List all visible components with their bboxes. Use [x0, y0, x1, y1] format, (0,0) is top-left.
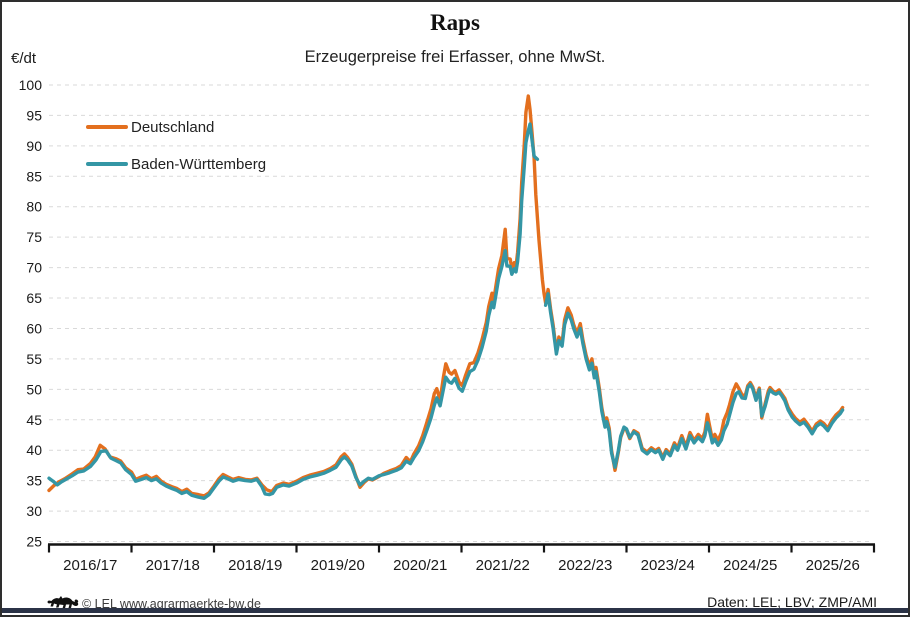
- x-tick-label: 2021/22: [476, 557, 530, 574]
- y-tick-label: 60: [26, 320, 42, 336]
- baden-wuerttemberg-line-swatch: [86, 162, 128, 166]
- y-tick-label: 70: [26, 260, 42, 276]
- x-tick-label: 2025/26: [806, 557, 860, 574]
- y-tick-label: 30: [26, 503, 42, 519]
- x-tick-label: 2019/20: [311, 557, 365, 574]
- x-tick-label: 2020/21: [393, 557, 447, 574]
- legend-item-deutschland: Deutschland: [86, 117, 266, 137]
- chart-subtitle: Erzeugerpreise frei Erfasser, ohne MwSt.: [304, 48, 606, 66]
- chart-title: Raps: [430, 10, 480, 35]
- y-tick-label: 40: [26, 442, 42, 458]
- y-tick-label: 65: [26, 290, 42, 306]
- x-tick-label: 2023/24: [641, 557, 695, 574]
- x-tick-label: 2022/23: [558, 557, 612, 574]
- series-line-Baden-Württemberg: [47, 122, 845, 500]
- y-tick-label: 25: [26, 534, 42, 550]
- y-tick-label: 95: [26, 107, 42, 123]
- y-tick-label: 100: [19, 77, 43, 93]
- legend-item-baden-wuerttemberg: Baden-Württemberg: [86, 154, 266, 174]
- y-tick-label: 75: [26, 229, 42, 245]
- legend-label-deutschland: Deutschland: [131, 118, 215, 136]
- y-tick-label: 80: [26, 199, 42, 215]
- copyright-text: © LEL www.agrarmaerkte-bw.de: [82, 597, 261, 611]
- y-tick-label: 35: [26, 473, 42, 489]
- legend-label-baden-wuerttemberg: Baden-Württemberg: [131, 155, 267, 173]
- x-tick-label: 2017/18: [146, 557, 200, 574]
- data-source-text: Daten: LEL; LBV; ZMP/AMI: [707, 594, 877, 610]
- x-tick-label: 2016/17: [63, 557, 117, 574]
- y-tick-label: 85: [26, 168, 42, 184]
- y-tick-label: 50: [26, 381, 42, 397]
- y-tick-label: 55: [26, 351, 42, 367]
- deutschland-line-swatch: [86, 125, 128, 129]
- y-axis-unit-label: €/dt: [11, 50, 37, 67]
- bw-lion-logo-icon: [47, 596, 79, 609]
- x-tick-label: 2024/25: [723, 557, 777, 574]
- legend: Deutschland Baden-Württemberg: [86, 117, 266, 191]
- x-tick-label: 2018/19: [228, 557, 282, 574]
- bottom-accent-bar: [2, 608, 908, 613]
- y-tick-label: 45: [26, 412, 42, 428]
- y-tick-label: 90: [26, 138, 42, 154]
